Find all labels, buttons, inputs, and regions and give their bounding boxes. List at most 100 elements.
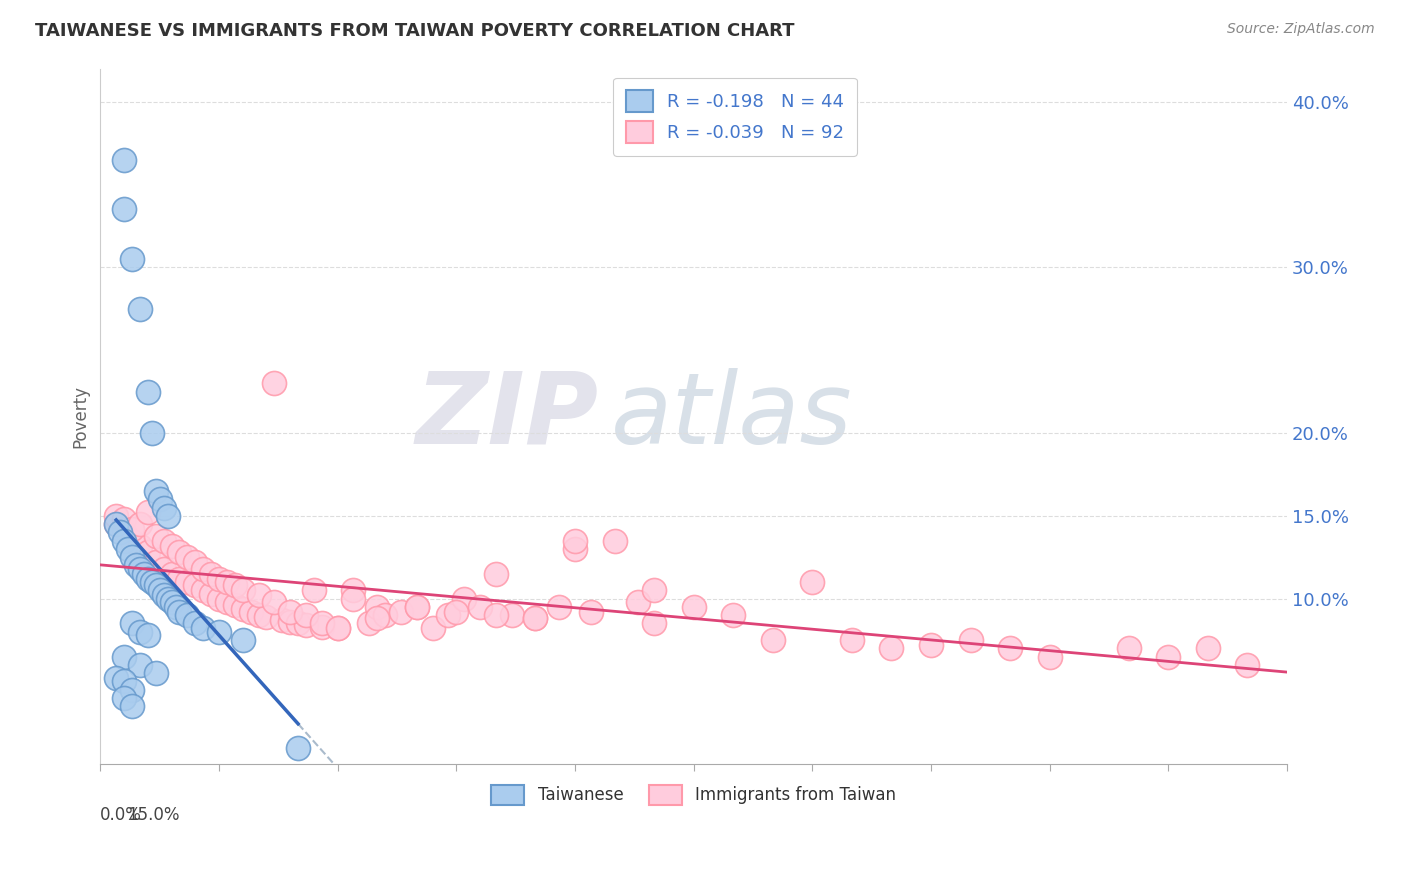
Point	[224, 578, 246, 592]
Point	[184, 616, 207, 631]
Point	[564, 541, 586, 556]
Point	[366, 611, 388, 625]
Point	[152, 562, 174, 576]
Point	[342, 591, 364, 606]
Point	[184, 578, 207, 592]
Point	[564, 533, 586, 548]
Point	[232, 601, 254, 615]
Point	[105, 517, 128, 532]
Point	[193, 583, 215, 598]
Point	[149, 492, 172, 507]
Point	[1118, 641, 1140, 656]
Point	[643, 616, 665, 631]
Text: ZIP: ZIP	[416, 368, 599, 465]
Point	[485, 566, 508, 581]
Point	[603, 533, 626, 548]
Point	[141, 575, 163, 590]
Point	[129, 517, 152, 532]
Point	[129, 562, 152, 576]
Point	[422, 622, 444, 636]
Point	[129, 539, 152, 553]
Point	[112, 691, 135, 706]
Point	[121, 533, 143, 548]
Point	[176, 575, 198, 590]
Point	[501, 608, 523, 623]
Point	[682, 599, 704, 614]
Point	[136, 628, 159, 642]
Text: TAIWANESE VS IMMIGRANTS FROM TAIWAN POVERTY CORRELATION CHART: TAIWANESE VS IMMIGRANTS FROM TAIWAN POVE…	[35, 22, 794, 40]
Point	[232, 633, 254, 648]
Point	[152, 500, 174, 515]
Point	[579, 605, 602, 619]
Point	[998, 641, 1021, 656]
Point	[263, 376, 285, 391]
Point	[215, 575, 238, 590]
Point	[129, 624, 152, 639]
Point	[359, 616, 381, 631]
Point	[548, 599, 571, 614]
Point	[156, 591, 179, 606]
Point	[374, 608, 396, 623]
Point	[125, 558, 148, 573]
Point	[149, 583, 172, 598]
Point	[405, 599, 427, 614]
Point	[160, 539, 183, 553]
Point	[762, 633, 785, 648]
Point	[121, 616, 143, 631]
Point	[145, 483, 167, 498]
Point	[405, 599, 427, 614]
Point	[145, 666, 167, 681]
Point	[287, 740, 309, 755]
Point	[295, 618, 318, 632]
Point	[437, 608, 460, 623]
Point	[145, 529, 167, 543]
Point	[1197, 641, 1219, 656]
Point	[152, 588, 174, 602]
Point	[112, 202, 135, 217]
Point	[278, 615, 301, 629]
Point	[326, 622, 349, 636]
Point	[141, 425, 163, 440]
Point	[136, 384, 159, 399]
Point	[145, 555, 167, 569]
Point	[129, 657, 152, 672]
Point	[112, 533, 135, 548]
Point	[208, 572, 231, 586]
Point	[801, 575, 824, 590]
Point	[880, 641, 903, 656]
Point	[342, 583, 364, 598]
Point	[193, 622, 215, 636]
Point	[643, 583, 665, 598]
Point	[721, 608, 744, 623]
Point	[278, 605, 301, 619]
Text: Source: ZipAtlas.com: Source: ZipAtlas.com	[1227, 22, 1375, 37]
Point	[208, 591, 231, 606]
Point	[232, 583, 254, 598]
Point	[112, 512, 135, 526]
Point	[105, 517, 128, 532]
Text: atlas: atlas	[610, 368, 852, 465]
Point	[263, 595, 285, 609]
Point	[184, 555, 207, 569]
Point	[627, 595, 650, 609]
Point	[105, 508, 128, 523]
Point	[446, 605, 468, 619]
Point	[160, 566, 183, 581]
Point	[112, 153, 135, 167]
Point	[295, 608, 318, 623]
Point	[160, 595, 183, 609]
Point	[239, 605, 262, 619]
Point	[136, 506, 159, 520]
Point	[117, 541, 139, 556]
Point	[121, 252, 143, 266]
Point	[208, 624, 231, 639]
Point	[112, 649, 135, 664]
Point	[453, 591, 475, 606]
Point	[247, 608, 270, 623]
Point	[302, 583, 325, 598]
Point	[112, 525, 135, 540]
Text: 15.0%: 15.0%	[127, 806, 180, 824]
Point	[326, 622, 349, 636]
Point	[920, 638, 942, 652]
Point	[129, 301, 152, 316]
